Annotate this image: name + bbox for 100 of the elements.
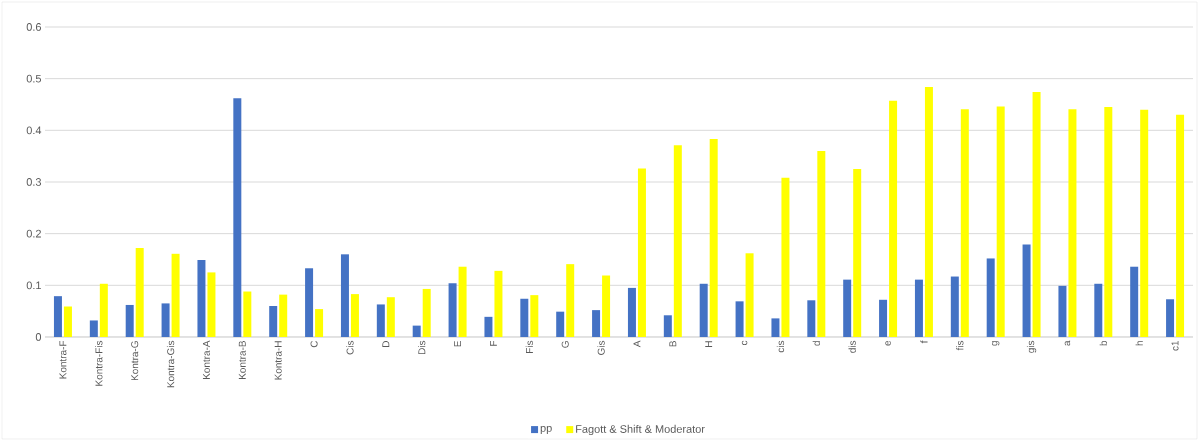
bar [1068, 109, 1077, 337]
bar [305, 268, 314, 337]
bar [950, 276, 959, 337]
bar [53, 296, 62, 337]
bar [1104, 107, 1113, 337]
bar [1140, 109, 1149, 337]
bar [889, 100, 898, 337]
x-tick-label: f [920, 340, 928, 344]
x-tick-label: H [705, 341, 713, 347]
y-tick-label: 0 [35, 333, 42, 341]
bar [1094, 283, 1103, 337]
bar [171, 253, 180, 337]
x-tick-label: a [1064, 340, 1071, 346]
x-tick-label: Kontra-F [59, 340, 67, 379]
bar [709, 139, 718, 337]
x-tick-label: c1 [1171, 340, 1179, 351]
x-tick-label: Gis [597, 340, 605, 355]
bar [663, 315, 672, 337]
x-tick-label: B [669, 341, 677, 347]
x-tick-label: Fis [525, 340, 533, 353]
bar [924, 86, 933, 337]
legend-label: Fagott & Shift & Moderator [576, 424, 705, 436]
x-tick-label: D [382, 340, 390, 347]
bar [637, 168, 646, 337]
x-tick-label: Dis [418, 340, 426, 355]
bar [530, 295, 539, 337]
x-tick-label: gis [1026, 340, 1037, 353]
bar [996, 106, 1005, 337]
y-tick-label: 0.6 [26, 23, 42, 31]
bar [484, 316, 493, 337]
y-tick-label: 0.3 [26, 178, 42, 186]
x-tick-label: cis [776, 340, 785, 353]
x-tick-label: h [1135, 341, 1143, 346]
bar [781, 177, 790, 337]
y-tick-label: 0.4 [26, 126, 42, 135]
x-tick-label: Cis [346, 340, 354, 355]
x-tick-label: Kontra-Gis [166, 340, 175, 388]
bar [807, 300, 816, 337]
x-tick-label: e [885, 340, 891, 346]
bar [771, 318, 780, 337]
bar [386, 297, 395, 337]
bar [125, 304, 134, 337]
bar [135, 248, 144, 337]
bar [843, 279, 852, 337]
bar [350, 294, 359, 337]
x-tick-label: C [310, 340, 318, 348]
bar [422, 288, 431, 337]
x-tick-label: A [633, 340, 641, 348]
bar [914, 279, 923, 337]
bar [817, 150, 826, 337]
bar [448, 283, 457, 337]
bar [269, 305, 278, 337]
x-tick-label: G [561, 341, 569, 348]
bar [161, 303, 170, 337]
bar [627, 287, 636, 337]
bar [1176, 114, 1185, 337]
bar [1166, 299, 1175, 337]
bar [207, 272, 216, 337]
bar [745, 253, 754, 337]
x-tick-label: b [1099, 340, 1107, 346]
x-tick-label: Kontra-A [202, 340, 210, 380]
x-tick-label: fis [956, 340, 964, 351]
x-tick-label: Kontra-G [131, 341, 139, 381]
bar [673, 145, 682, 337]
bar [1058, 285, 1067, 337]
bar [1022, 244, 1031, 337]
bar [556, 311, 565, 337]
bar [520, 298, 529, 337]
x-tick-label: c [741, 340, 748, 346]
x-tick-label: Kontra-B [238, 341, 246, 380]
bar [340, 254, 349, 337]
x-tick-label: g [991, 341, 1000, 346]
bar [494, 270, 503, 337]
bar [853, 169, 862, 337]
x-tick-label: F [490, 340, 497, 346]
bar [566, 264, 575, 337]
legend-label: pp [540, 425, 552, 435]
y-tick-label: 0.1 [26, 281, 41, 290]
x-tick-label: d [812, 341, 820, 346]
x-tick-label: Kontra-Fis [95, 340, 103, 386]
bar [197, 260, 206, 337]
bar [412, 325, 421, 337]
bar [735, 301, 744, 337]
bar [960, 109, 969, 337]
bar [233, 98, 242, 337]
bar [458, 266, 467, 337]
bar [592, 310, 601, 337]
bar [1130, 266, 1139, 337]
x-tick-label: Kontra-H [274, 341, 282, 380]
bar [99, 283, 108, 337]
x-tick-label: E [454, 340, 461, 347]
bar [315, 309, 324, 337]
bar [879, 299, 888, 337]
bar [376, 304, 385, 337]
bar [89, 320, 98, 337]
bar [699, 283, 708, 337]
bar [1032, 92, 1041, 337]
bar [63, 306, 72, 337]
bar [279, 294, 288, 337]
x-tick-label: dis [848, 340, 856, 353]
